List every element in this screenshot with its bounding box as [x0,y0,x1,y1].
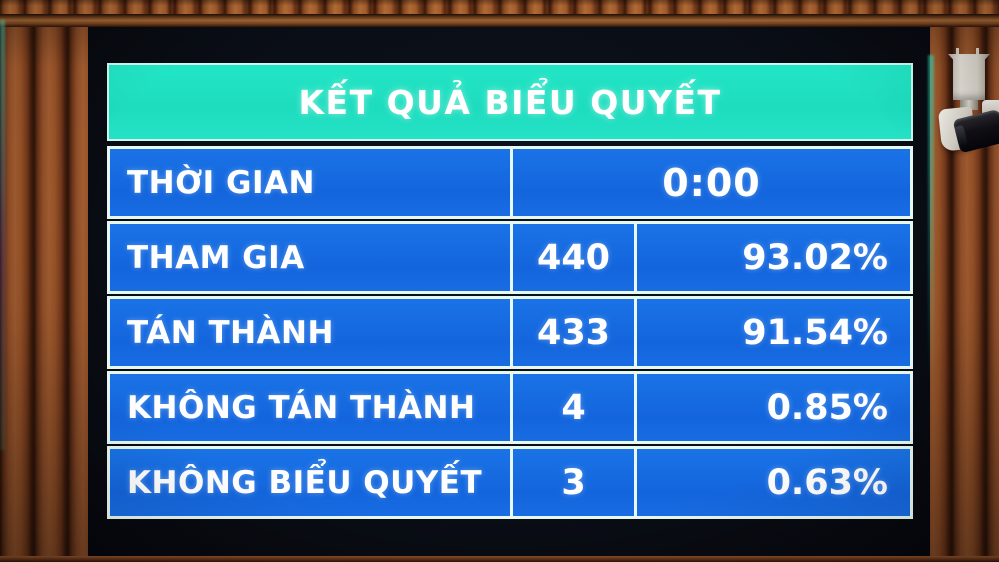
upper-slat-band [0,0,999,15]
vote-count: 433 [510,299,634,366]
screen-glow-left [0,20,5,450]
security-camera [937,48,999,156]
camera-bracket [948,54,990,100]
row-label: TÁN THÀNH [110,299,510,366]
table-row-khong-tan-thanh: KHÔNG TÁN THÀNH 4 0.85% [107,371,913,444]
vote-percent: 0.85% [634,374,910,441]
vote-percent: 93.02% [634,224,910,291]
camera-mount-screws [952,48,986,55]
voting-results-board: KẾT QUẢ BIỂU QUYẾT THỜI GIAN 0:00 THAM G… [107,63,913,525]
vote-percent: 0.63% [634,449,910,516]
vote-count: 440 [510,224,634,291]
camera-neck [960,100,978,110]
row-label: KHÔNG TÁN THÀNH [110,374,510,441]
row-label: THỜI GIAN [110,149,510,216]
table-row-tan-thanh: TÁN THÀNH 433 91.54% [107,296,913,369]
wooden-ledge [0,556,999,562]
row-label: KHÔNG BIỂU QUYẾT [110,449,510,516]
vote-percent: 91.54% [634,299,910,366]
table-row-tham-gia: THAM GIA 440 93.02% [107,221,913,294]
led-display-screen: KẾT QUẢ BIỂU QUYẾT THỜI GIAN 0:00 THAM G… [88,27,930,557]
vote-count: 3 [510,449,634,516]
wooden-rail [0,14,999,27]
board-title-text: KẾT QUẢ BIỂU QUYẾT [298,82,722,122]
screen-glow-right [928,55,934,385]
table-row-khong-bieu-quyet: KHÔNG BIỂU QUYẾT 3 0.63% [107,446,913,519]
board-title: KẾT QUẢ BIỂU QUYẾT [107,63,913,141]
vote-count: 4 [510,374,634,441]
table-row-thoi-gian: THỜI GIAN 0:00 [107,146,913,219]
row-label: THAM GIA [110,224,510,291]
results-table: THỜI GIAN 0:00 THAM GIA 440 93.02% TÁN T… [107,146,913,519]
time-value: 0:00 [510,149,910,216]
